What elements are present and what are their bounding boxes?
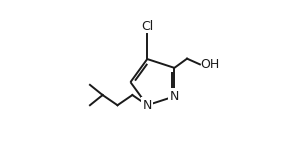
Text: Cl: Cl [141, 20, 153, 33]
Text: N: N [170, 90, 179, 103]
Text: OH: OH [201, 58, 220, 71]
Text: N: N [142, 99, 152, 112]
